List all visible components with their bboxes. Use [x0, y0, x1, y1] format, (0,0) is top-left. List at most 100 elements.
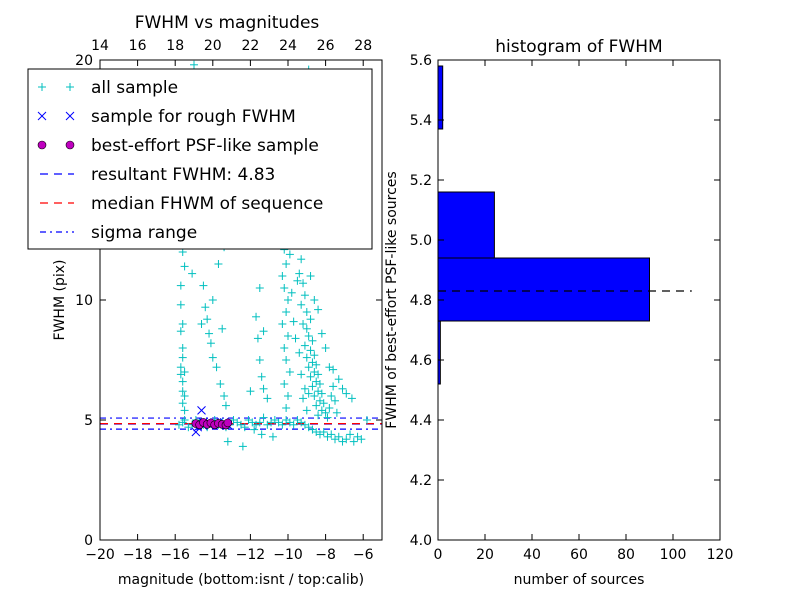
- point-plus-0-169: [297, 370, 306, 379]
- point-plus-0-93: [253, 334, 262, 343]
- point-plus-0-122: [284, 392, 292, 400]
- histogram-y-label: FWHM of best-effort PSF-like sources: [384, 171, 400, 428]
- point-plus-0-137: [302, 324, 311, 333]
- point-plus-0-183: [342, 389, 351, 398]
- legend-handles: [37, 83, 75, 233]
- point-plus-0-139: [308, 336, 317, 345]
- scatter-top-tick-label-3: 20: [204, 38, 222, 54]
- point-plus-0-190: [293, 276, 302, 285]
- point-plus-0-65: [176, 327, 185, 336]
- point-plus-0-192: [291, 334, 300, 343]
- point-plus-0-131: [299, 279, 308, 288]
- point-plus-0-157: [319, 399, 328, 408]
- point-plus-0-163: [325, 404, 334, 412]
- scatter-top-tick-label-5: 24: [279, 38, 297, 54]
- histogram-ytick-label-0: 4.0: [410, 533, 432, 549]
- point-plus-0-82: [212, 363, 221, 372]
- point-plus-0-31: [289, 420, 298, 429]
- scatter-y-label: FWHM (pix): [52, 260, 68, 341]
- histogram-ytick-label-5: 5.0: [410, 233, 432, 249]
- scatter-top-tick-label-7: 28: [354, 38, 372, 54]
- point-plus-0-174: [306, 272, 315, 280]
- point-plus-0-61: [180, 262, 189, 271]
- legend-handle-1: [37, 111, 75, 121]
- point-plus-0-70: [178, 377, 187, 386]
- histogram-xtick-label-4: 80: [617, 547, 635, 563]
- scatter-ytick-label-0: 0: [84, 533, 93, 549]
- point-plus-0-66: [178, 344, 187, 352]
- histogram-ytick-label-1: 4.2: [410, 473, 432, 489]
- point-plus-0-47: [349, 437, 358, 446]
- point-crcircless-1-8: [191, 427, 201, 437]
- histogram-ticks: 0 20 40 60 80 100 120 4.0 4.2 4.4 4.6 4.8 5.0 5.2 5.4 5…: [410, 53, 734, 563]
- point-plus-0-79: [205, 329, 214, 338]
- point-plus-0-134: [302, 308, 311, 316]
- point-plus-0-101: [259, 327, 268, 336]
- histogram-bar-1: [437, 257, 650, 322]
- histogram-x-label: number of sources: [514, 572, 645, 588]
- point-plus-0-113: [284, 296, 292, 304]
- point-plus-0-64: [178, 320, 187, 328]
- point-plus-0-94: [255, 356, 264, 364]
- point-plus-0-55: [223, 437, 232, 446]
- point-plus-0-170: [300, 384, 309, 393]
- histogram-ytick-label-8: 5.6: [410, 53, 432, 69]
- point-plus-0-140: [300, 341, 309, 350]
- legend-handle-2: [37, 140, 75, 150]
- histogram-ytick-label-4: 4.8: [410, 293, 432, 309]
- point-plus-0-105: [285, 250, 294, 259]
- point-plus-0-138: [304, 332, 313, 340]
- histogram-xtick-label-2: 40: [523, 547, 541, 563]
- scatter-ytick-label-2: 10: [75, 293, 93, 309]
- point-plus-0-177: [317, 329, 326, 338]
- histogram-xtick-label-1: 20: [476, 547, 494, 563]
- point-plus-0-46: [346, 430, 355, 439]
- point-plus-0-72: [180, 392, 189, 400]
- point-plus-0-146: [304, 363, 313, 372]
- point-plus-0-172: [302, 406, 311, 415]
- point-plus-0-77: [201, 303, 210, 312]
- point-plus-0-74: [180, 406, 189, 415]
- scatter-xtick-label-1: −18: [123, 547, 153, 563]
- point-plus-0-83: [216, 380, 225, 388]
- point-plus-0-178: [321, 344, 330, 352]
- scatter-legend: all sample sample for rough FWHM best-ef…: [27, 68, 373, 250]
- point-plus-0-54: [238, 442, 247, 451]
- histogram-ytick-label-6: 5.2: [410, 173, 432, 189]
- point-plus-0-2: [180, 416, 189, 424]
- point-plus-0-85: [221, 401, 230, 410]
- legend-box: [27, 68, 373, 250]
- point-plus-0-98: [246, 387, 255, 396]
- point-plus-0-133: [297, 300, 306, 309]
- scatter-xtick-label-2: −16: [160, 547, 190, 563]
- point-plus-0-60: [188, 269, 197, 278]
- point-plus-0-53: [268, 432, 277, 441]
- point-plus-0-43: [334, 432, 343, 441]
- point-plus-0-176: [314, 305, 323, 314]
- point-plus-0-166: [331, 396, 339, 405]
- point-plus-0-56: [190, 60, 198, 69]
- point-plus-0-141: [306, 346, 315, 355]
- point-plus-0-145: [312, 360, 321, 369]
- point-plus-0-149: [306, 372, 315, 381]
- histogram-bars: [437, 65, 650, 385]
- point-plus-0-67: [178, 353, 187, 362]
- legend-handle-0: [38, 83, 74, 91]
- point-plus-0-175: [310, 296, 319, 304]
- scatter-xtick-label-7: −6: [353, 547, 374, 563]
- histogram-xtick-label-0: 0: [434, 547, 443, 563]
- point-plus-0-84: [220, 392, 229, 400]
- histogram-xtick-label-5: 100: [660, 547, 687, 563]
- legend-entry-sigma-range: sigma range: [91, 223, 197, 243]
- point-plus-0-96: [259, 384, 268, 393]
- point-plus-0-168: [295, 348, 304, 357]
- point-plus-0-119: [282, 356, 291, 364]
- point-plus-0-81: [208, 353, 217, 362]
- scatter-xtick-label-4: −12: [236, 547, 266, 563]
- point-plus-0-191: [289, 317, 298, 326]
- histogram-panel: 0 20 40 60 80 100 120 4.0 4.2 4.4 4.6 4.8 5.0 5.2 5.4 5…: [384, 37, 733, 588]
- point-plus-0-158: [312, 401, 321, 410]
- point-plus-0-115: [282, 308, 291, 316]
- point-plus-0-167: [332, 408, 341, 417]
